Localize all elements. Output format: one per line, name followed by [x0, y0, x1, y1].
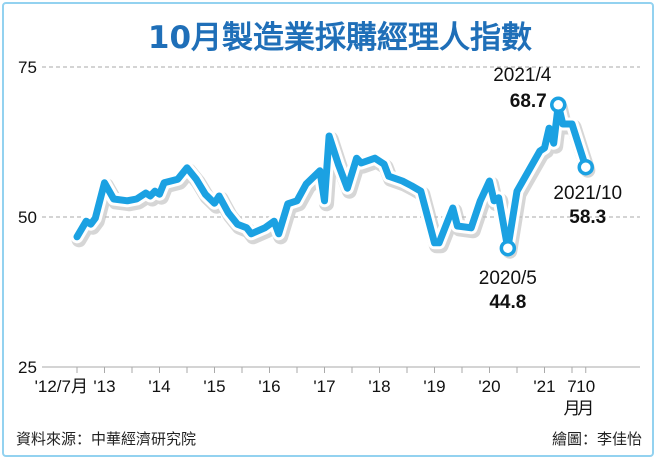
y-tick-label: 75 [18, 58, 37, 77]
annotation-value: 68.7 [510, 91, 547, 112]
x-tick-sublabel: 月 [577, 399, 594, 418]
annotation-value: 58.3 [569, 207, 606, 228]
x-tick-label: 10 [576, 377, 595, 396]
x-tick-label: '12/7月 [35, 377, 88, 396]
x-tick-label: '21 [533, 377, 555, 396]
highlight-marker [550, 96, 567, 114]
annotation-date: 2021/10 [553, 183, 622, 204]
x-tick-label: '16 [258, 377, 280, 396]
y-tick-label: 25 [18, 358, 37, 377]
x-tick-label: '14 [148, 377, 170, 396]
x-tick-label: '18 [368, 377, 390, 396]
annotation-value: 44.8 [489, 292, 526, 313]
x-tick-label: '20 [478, 377, 500, 396]
credit-note: 繪圖：李佳怡 [552, 430, 642, 448]
x-tick-label: '19 [423, 377, 445, 396]
highlight-marker [499, 239, 517, 257]
source-note: 資料來源：中華經濟研究院 [16, 430, 196, 448]
x-tick-label: '17 [313, 377, 335, 396]
annotation-date: 2020/5 [479, 268, 537, 289]
x-tick-label: '13 [93, 377, 115, 396]
x-tick-label: 7 [567, 377, 576, 396]
y-tick-label: 50 [18, 208, 37, 227]
chart-title: 10月製造業採購經理人指數 [148, 20, 532, 56]
x-tick-label: '15 [203, 377, 225, 396]
annotation-date: 2021/4 [493, 65, 552, 86]
x-tick-sublabel: 月 [564, 399, 581, 418]
highlight-marker [577, 158, 594, 176]
